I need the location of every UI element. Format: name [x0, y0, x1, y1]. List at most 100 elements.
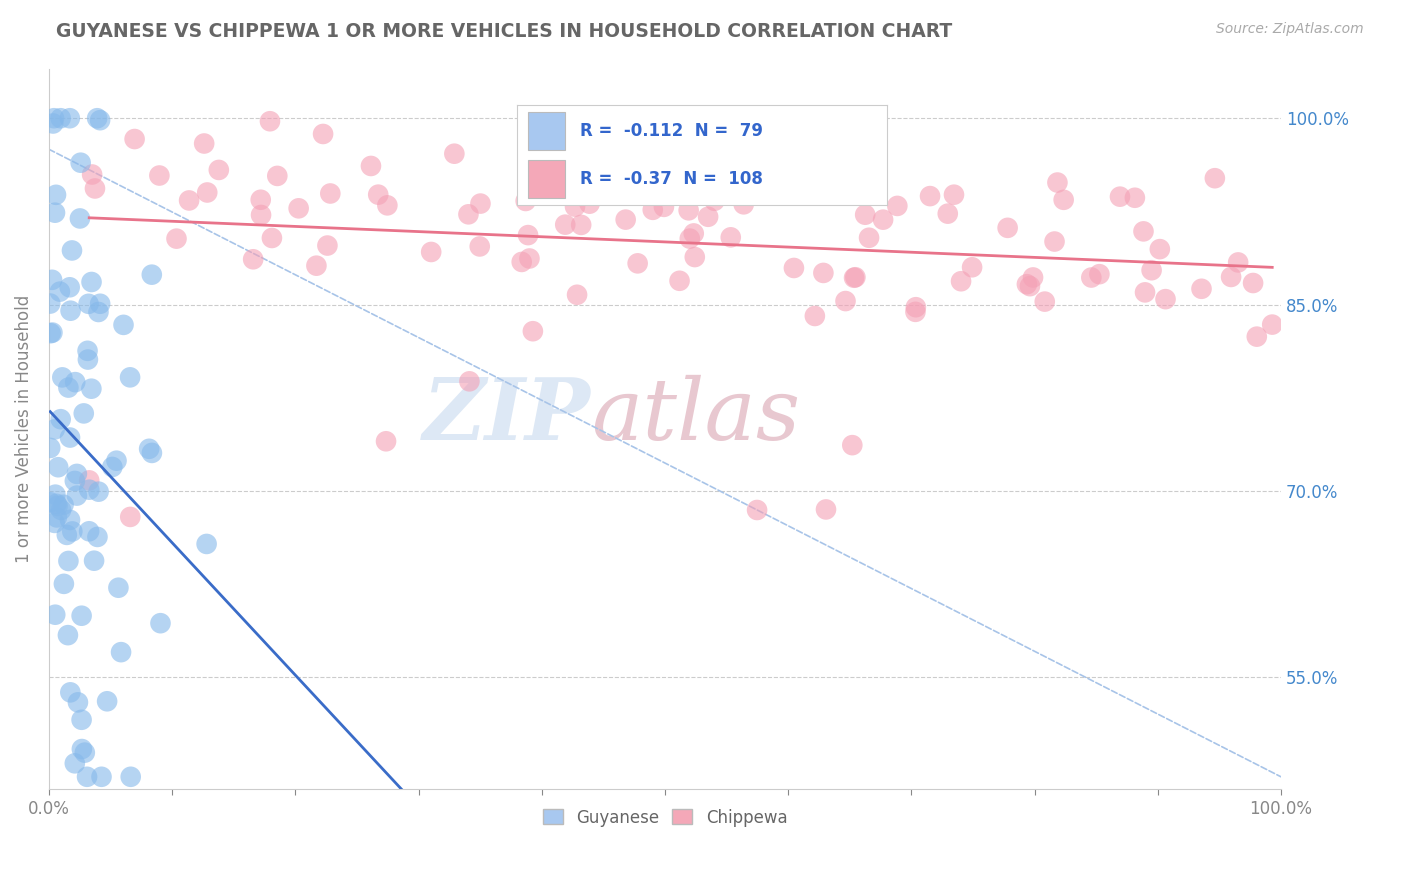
Point	[59, 112, 82, 126]
Point	[66, 489, 89, 503]
Point	[733, 197, 755, 211]
Point	[1019, 279, 1042, 293]
Point	[89, 297, 111, 311]
Point	[287, 202, 309, 216]
Point	[84, 181, 107, 195]
Point	[260, 231, 283, 245]
Point	[1080, 270, 1102, 285]
Point	[63, 375, 86, 389]
Point	[45, 497, 67, 511]
Point	[468, 239, 491, 253]
Point	[120, 509, 142, 524]
Point	[1015, 277, 1038, 292]
Point	[195, 537, 218, 551]
Point	[80, 275, 103, 289]
Point	[1109, 189, 1132, 203]
Point	[762, 112, 785, 126]
Point	[120, 370, 142, 384]
Point	[936, 207, 959, 221]
Point	[70, 742, 93, 756]
Point	[1088, 267, 1111, 281]
Point	[697, 210, 720, 224]
Point	[87, 484, 110, 499]
Point	[520, 163, 543, 178]
Legend: Guyanese, Chippewa: Guyanese, Chippewa	[534, 800, 796, 835]
Point	[208, 163, 231, 178]
Point	[872, 212, 894, 227]
Point	[960, 260, 983, 275]
Point	[842, 270, 865, 285]
Point	[804, 309, 827, 323]
Point	[59, 685, 82, 699]
Point	[63, 474, 86, 488]
Point	[683, 250, 706, 264]
Point	[73, 406, 96, 420]
Point	[510, 255, 533, 269]
Point	[420, 244, 443, 259]
Point	[73, 746, 96, 760]
Point	[519, 252, 541, 266]
Point	[46, 499, 69, 513]
Point	[554, 218, 576, 232]
Point	[76, 770, 98, 784]
Point	[515, 194, 537, 208]
Point	[70, 713, 93, 727]
Point	[141, 446, 163, 460]
Point	[195, 186, 218, 200]
Point	[377, 198, 399, 212]
Point	[668, 274, 690, 288]
Point	[44, 422, 66, 436]
Point	[785, 112, 807, 126]
Point	[107, 581, 129, 595]
Point	[46, 460, 69, 475]
Point	[1133, 285, 1156, 300]
Point	[77, 352, 100, 367]
Point	[49, 503, 72, 517]
Point	[1043, 235, 1066, 249]
Text: Source: ZipAtlas.com: Source: ZipAtlas.com	[1216, 22, 1364, 37]
Point	[44, 607, 66, 622]
Point	[70, 608, 93, 623]
Point	[44, 205, 66, 219]
Point	[522, 324, 544, 338]
Point	[39, 441, 62, 455]
Point	[886, 199, 908, 213]
Point	[360, 159, 382, 173]
Y-axis label: 1 or more Vehicles in Household: 1 or more Vehicles in Household	[15, 294, 32, 563]
Point	[305, 259, 328, 273]
Point	[58, 554, 80, 568]
Point	[87, 305, 110, 319]
Point	[120, 770, 142, 784]
Point	[44, 488, 66, 502]
Point	[678, 203, 700, 218]
Text: GUYANESE VS CHIPPEWA 1 OR MORE VEHICLES IN HOUSEHOLD CORRELATION CHART: GUYANESE VS CHIPPEWA 1 OR MORE VEHICLES …	[56, 22, 952, 41]
Point	[943, 187, 966, 202]
Point	[138, 442, 160, 456]
Point	[105, 453, 128, 467]
Point	[49, 285, 72, 299]
Point	[641, 202, 664, 217]
Point	[517, 165, 540, 179]
Point	[1132, 224, 1154, 238]
Point	[124, 132, 146, 146]
Point	[620, 168, 643, 182]
Point	[77, 524, 100, 539]
Point	[637, 161, 659, 176]
Point	[627, 256, 650, 270]
Point	[66, 467, 89, 481]
Point	[112, 318, 135, 332]
Point	[249, 193, 271, 207]
Point	[86, 530, 108, 544]
Point	[1191, 282, 1213, 296]
Point	[148, 169, 170, 183]
Point	[59, 513, 82, 527]
Point	[997, 220, 1019, 235]
Point	[266, 169, 288, 183]
Point	[841, 438, 863, 452]
Point	[834, 294, 856, 309]
Point	[149, 616, 172, 631]
Point	[90, 770, 112, 784]
Point	[166, 232, 188, 246]
Point	[844, 270, 866, 285]
Point	[1261, 318, 1284, 332]
